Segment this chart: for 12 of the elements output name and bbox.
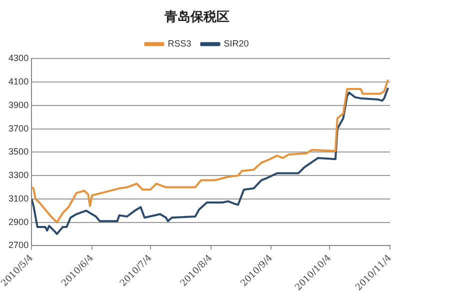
legend-label: SIR20	[224, 38, 249, 49]
y-tick-label: 3500	[8, 146, 29, 157]
y-tick-label: 3300	[8, 170, 29, 180]
y-tick-label: 4300	[8, 53, 29, 64]
y-tick-label: 3700	[8, 123, 29, 134]
legend-label: RSS3	[168, 38, 192, 49]
y-tick-label: 2700	[8, 240, 29, 250]
y-tick-label: 3900	[8, 100, 29, 110]
y-tick-label: 4100	[8, 76, 29, 86]
y-tick-label: 3100	[8, 193, 29, 204]
y-tick-label: 2900	[8, 216, 29, 227]
chart-title: 青岛保税区	[164, 9, 230, 26]
